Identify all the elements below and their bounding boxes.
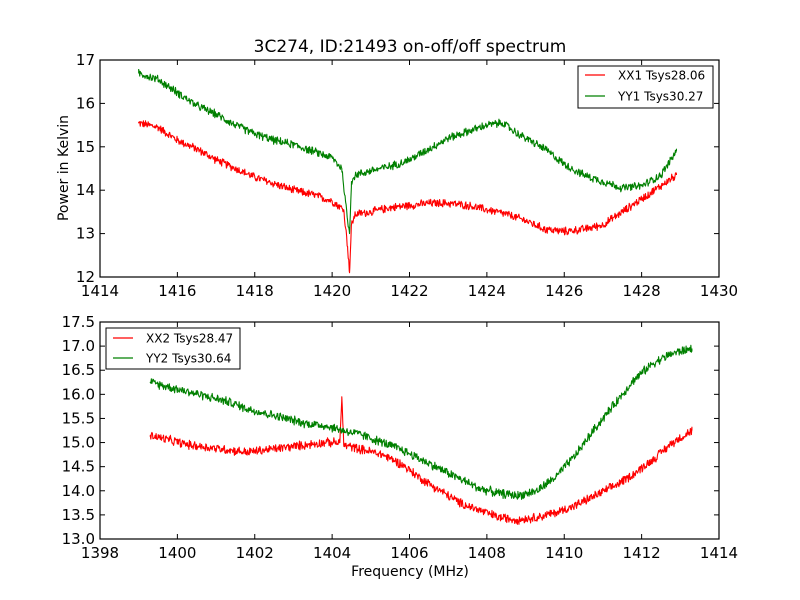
- bottom-series-line-xx2: [149, 396, 693, 525]
- bottom-x-tick-label: 1406: [390, 544, 428, 562]
- top-x-tick-label: 1422: [390, 282, 428, 300]
- bottom-y-tick-label: 15.0: [62, 434, 95, 452]
- top-series-layer: [138, 69, 677, 274]
- bottom-x-axis-label: Frequency (MHz): [351, 564, 469, 580]
- top-legend-box: [577, 65, 714, 109]
- bottom-y-tick-label: 13.5: [62, 506, 95, 524]
- top-legend-label-yy1: YY1 Tsys30.27: [617, 90, 703, 104]
- bottom-legend-label-xx2: XX2 Tsys28.47: [146, 332, 233, 346]
- top-x-tick-label: 1416: [158, 282, 196, 300]
- top-y-tick-label: 13: [76, 225, 95, 243]
- bottom-y-tick-label: 15.5: [62, 409, 95, 427]
- top-y-tick-label: 15: [76, 138, 95, 156]
- bottom-y-tick-label: 14.0: [62, 482, 95, 500]
- bottom-y-tick-label: 16.0: [62, 385, 95, 403]
- bottom-x-tick-label: 1400: [158, 544, 196, 562]
- bottom-subplot: 1398 1400 1402 1404 1406 1408 1410 1412 1414 13.…: [62, 313, 739, 580]
- top-y-tick-label: 17: [76, 51, 95, 69]
- bottom-series-line-yy2: [149, 344, 693, 500]
- top-x-tick-label: 1428: [623, 282, 661, 300]
- top-legend: XX1 Tsys28.06 YY1 Tsys30.27: [577, 65, 714, 109]
- bottom-x-tick-label: 1410: [545, 544, 583, 562]
- bottom-y-tick-label: 16.5: [62, 361, 95, 379]
- bottom-legend: XX2 Tsys28.47 YY2 Tsys30.64: [105, 327, 241, 370]
- top-x-tick-label: 1424: [468, 282, 506, 300]
- bottom-y-tick-label: 17.5: [62, 313, 95, 331]
- top-series-line-yy1: [138, 69, 677, 235]
- bottom-y-tick-label: 13.0: [62, 530, 95, 548]
- bottom-legend-label-yy2: YY2 Tsys30.64: [145, 352, 231, 366]
- top-x-ticks: 1414 1416 1418 1420 1422 1424 1426 1428 1430: [81, 60, 738, 300]
- bottom-y-ticks: 13.0 13.5 14.0 14.5 15.0 15.5 16.0 16.5 17.0 17.5: [62, 313, 719, 548]
- bottom-x-tick-label: 1398: [81, 544, 119, 562]
- bottom-legend-box: [105, 327, 241, 370]
- top-x-tick-label: 1414: [81, 282, 119, 300]
- bottom-x-tick-label: 1412: [623, 544, 661, 562]
- top-y-ticks: 12 13 14 15 16 17: [76, 51, 719, 286]
- bottom-y-tick-label: 17.0: [62, 337, 95, 355]
- bottom-x-tick-label: 1402: [236, 544, 274, 562]
- top-chart-title: 3C274, ID:21493 on-off/off spectrum: [254, 37, 567, 57]
- top-subplot: 3C274, ID:21493 on-off/off spectrum Powe…: [56, 37, 738, 300]
- top-y-tick-label: 14: [76, 181, 95, 199]
- bottom-x-ticks: 1398 1400 1402 1404 1406 1408 1410 1412 1414: [81, 322, 738, 562]
- top-x-tick-label: 1418: [236, 282, 274, 300]
- top-y-tick-label: 12: [76, 268, 95, 286]
- bottom-series-layer: [149, 344, 693, 525]
- top-series-line-xx1: [138, 120, 677, 274]
- bottom-y-tick-label: 14.5: [62, 458, 95, 476]
- top-y-tick-label: 16: [76, 94, 95, 112]
- bottom-x-tick-label: 1404: [313, 544, 351, 562]
- bottom-x-tick-label: 1408: [468, 544, 506, 562]
- top-x-tick-label: 1426: [545, 282, 583, 300]
- top-legend-label-xx1: XX1 Tsys28.06: [618, 69, 705, 83]
- top-x-tick-label: 1420: [313, 282, 351, 300]
- top-x-tick-label: 1430: [700, 282, 738, 300]
- bottom-x-tick-label: 1414: [700, 544, 738, 562]
- top-y-axis-label: Power in Kelvin: [56, 115, 72, 221]
